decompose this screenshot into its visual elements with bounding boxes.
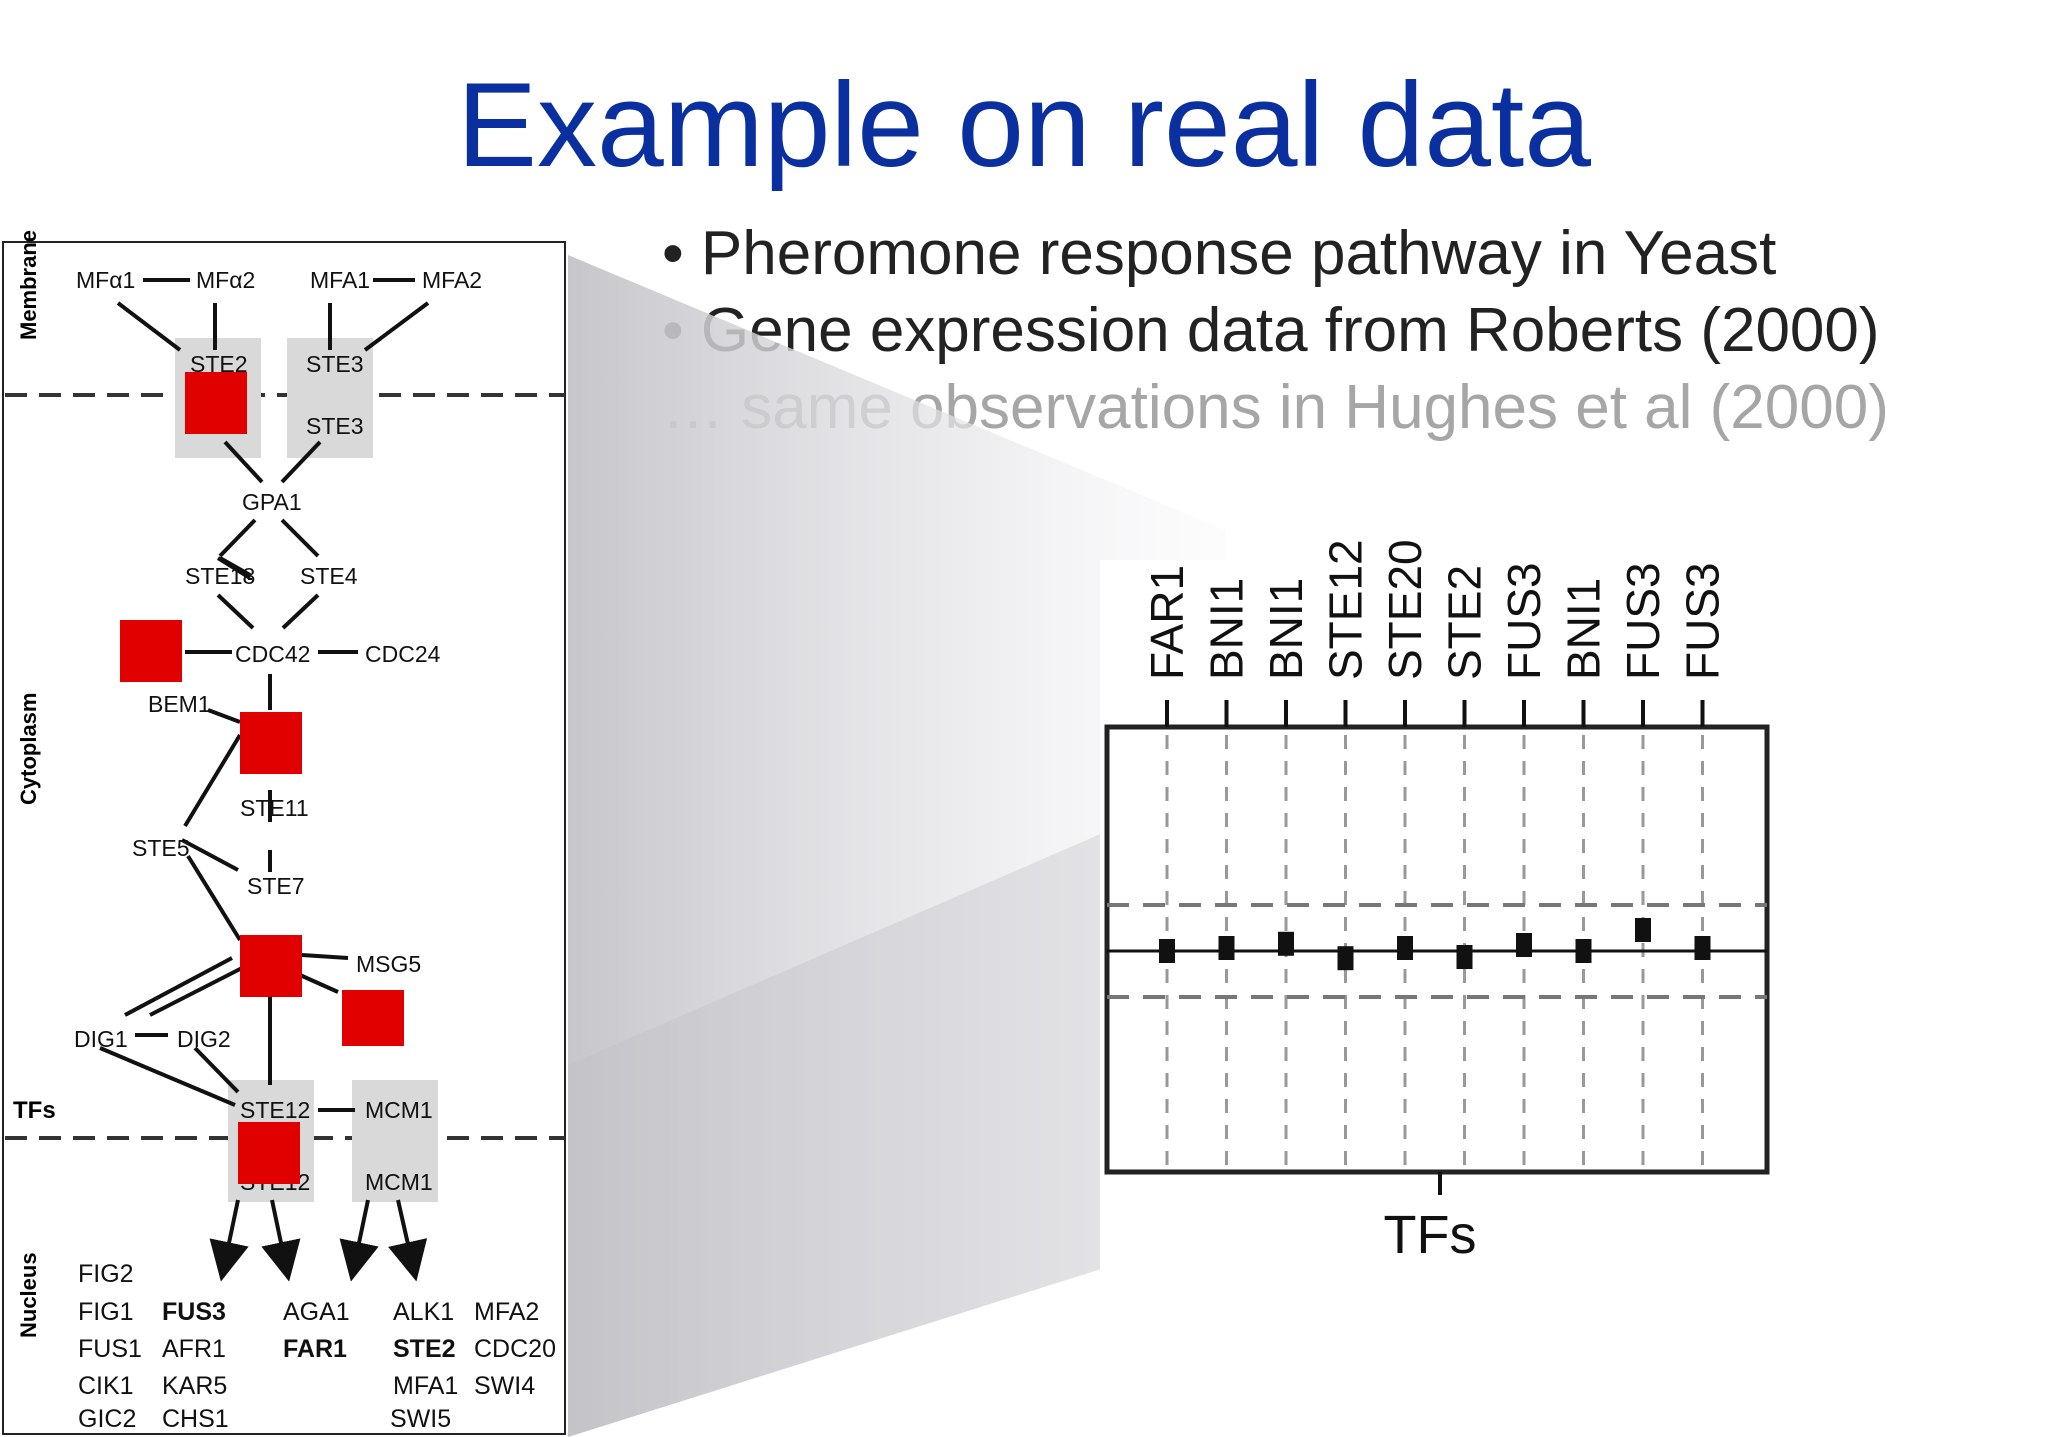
diagram-frame xyxy=(2,241,566,1435)
node-ste7: STE7 xyxy=(247,873,305,899)
target-gene: MFA1 xyxy=(393,1372,458,1400)
node-mfalpha1: MFα1 xyxy=(76,267,135,293)
zoom-marker xyxy=(1575,939,1592,963)
node-dig2: DIG2 xyxy=(177,1026,231,1052)
zoom-xlabel: TFs xyxy=(1384,1205,1477,1265)
target-gene: CHS1 xyxy=(162,1405,229,1433)
zoom-gene-label: BNI1 xyxy=(1201,578,1253,680)
region-label-tfs: TFs xyxy=(13,1097,56,1124)
target-genes: FIG2 FIG1 FUS3 AGA1 ALK1 MFA2 FUS1 AFR1 … xyxy=(78,1260,556,1433)
node-ste3-bottom: STE3 xyxy=(306,413,364,439)
zoom-gene-label: FUS3 xyxy=(1677,562,1729,680)
target-gene: FIG1 xyxy=(78,1298,134,1326)
marker-msg5 xyxy=(342,990,404,1046)
zoom-gene-label: STE12 xyxy=(1320,539,1372,680)
marker-ste12 xyxy=(238,1122,300,1184)
pathway-edges xyxy=(99,278,430,1112)
node-mcm1-bottom: MCM1 xyxy=(365,1169,433,1195)
pathway-labels: MFα1 MFα2 MFA1 MFA2 STE2 STE3 STE2 STE3 … xyxy=(74,267,482,1195)
target-gene: FAR1 xyxy=(283,1335,347,1363)
target-gene: MFA2 xyxy=(474,1298,539,1326)
zoom-fan xyxy=(568,255,1225,1437)
zoom-marker xyxy=(1516,933,1532,957)
marker-fus3 xyxy=(240,935,302,997)
target-gene: CDC20 xyxy=(474,1335,556,1363)
zoom-gene-label: BNI1 xyxy=(1260,578,1312,680)
node-ste3-top: STE3 xyxy=(306,351,364,377)
target-gene: FUS3 xyxy=(162,1298,226,1326)
node-ste4: STE4 xyxy=(300,563,358,589)
node-mfa2: MFA2 xyxy=(422,267,482,293)
zoom-marker xyxy=(1218,936,1235,960)
pathway-arrows xyxy=(209,1199,428,1282)
node-ste11: STE11 xyxy=(240,795,309,821)
node-cdc42: CDC42 xyxy=(235,641,310,667)
highlight-markers xyxy=(120,372,404,1184)
target-gene: FIG2 xyxy=(78,1260,134,1288)
target-gene: CIK1 xyxy=(78,1372,134,1400)
node-cdc24: CDC24 xyxy=(365,641,441,667)
node-ste18: STE18 xyxy=(185,563,255,589)
node-msg5: MSG5 xyxy=(356,951,421,977)
zoom-marker xyxy=(1159,939,1175,963)
marker-ste11 xyxy=(240,712,302,774)
node-gpa1: GPA1 xyxy=(242,489,302,515)
target-gene: STE2 xyxy=(393,1335,456,1363)
zoom-gene-label: FAR1 xyxy=(1141,565,1193,680)
zoom-gene-label: STE20 xyxy=(1379,539,1431,680)
region-label-membrane: Membrane xyxy=(16,230,41,340)
target-gene: SWI4 xyxy=(474,1372,535,1400)
zoom-gene-label: FUS3 xyxy=(1617,562,1669,680)
zoom-gene-label: STE2 xyxy=(1439,565,1491,680)
target-gene: AGA1 xyxy=(283,1298,350,1326)
target-gene: KAR5 xyxy=(162,1372,227,1400)
ste3-box xyxy=(287,338,373,458)
slide-title: Example on real data xyxy=(456,58,1592,192)
node-ste12-top: STE12 xyxy=(240,1097,310,1123)
zoom-gene-label: FUS3 xyxy=(1498,562,1550,680)
target-gene: AFR1 xyxy=(162,1335,226,1363)
zoom-markers xyxy=(1159,918,1711,971)
region-label-nucleus: Nucleus xyxy=(16,1252,41,1338)
target-gene: SWI5 xyxy=(390,1405,451,1433)
marker-cdc42 xyxy=(120,620,182,682)
bullet-pheromone: • Pheromone response pathway in Yeast xyxy=(662,219,1777,288)
region-label-cytoplasm: Cytoplasm xyxy=(16,693,41,805)
zoom-ticks xyxy=(1165,700,1705,727)
target-gene: ALK1 xyxy=(393,1298,454,1326)
bullet-roberts: • Gene expression data from Roberts (200… xyxy=(662,296,1880,365)
zoom-gene-label: BNI1 xyxy=(1558,578,1610,680)
zoom-marker xyxy=(1694,936,1711,960)
node-mfa1: MFA1 xyxy=(310,267,370,293)
node-dig1: DIG1 xyxy=(74,1026,128,1052)
target-gene: GIC2 xyxy=(78,1405,136,1433)
zoom-fan-shade xyxy=(568,780,1225,1437)
node-mcm1-top: MCM1 xyxy=(365,1097,433,1123)
zoom-marker xyxy=(1397,936,1413,960)
target-gene: FUS1 xyxy=(78,1335,142,1363)
zoom-marker xyxy=(1456,945,1473,969)
zoom-gene-labels: FAR1 BNI1 BNI1 STE12 STE20 STE2 FUS3 BNI1 FUS3 FU… xyxy=(1141,539,1729,680)
node-mfalpha2: MFα2 xyxy=(196,267,255,293)
node-bem1: BEM1 xyxy=(148,691,211,717)
node-ste5: STE5 xyxy=(132,835,190,861)
zoom-marker xyxy=(1337,946,1354,971)
zoom-marker xyxy=(1278,931,1294,956)
marker-ste2 xyxy=(185,372,247,434)
zoom-marker xyxy=(1635,918,1651,942)
mcm1-box xyxy=(352,1080,438,1202)
